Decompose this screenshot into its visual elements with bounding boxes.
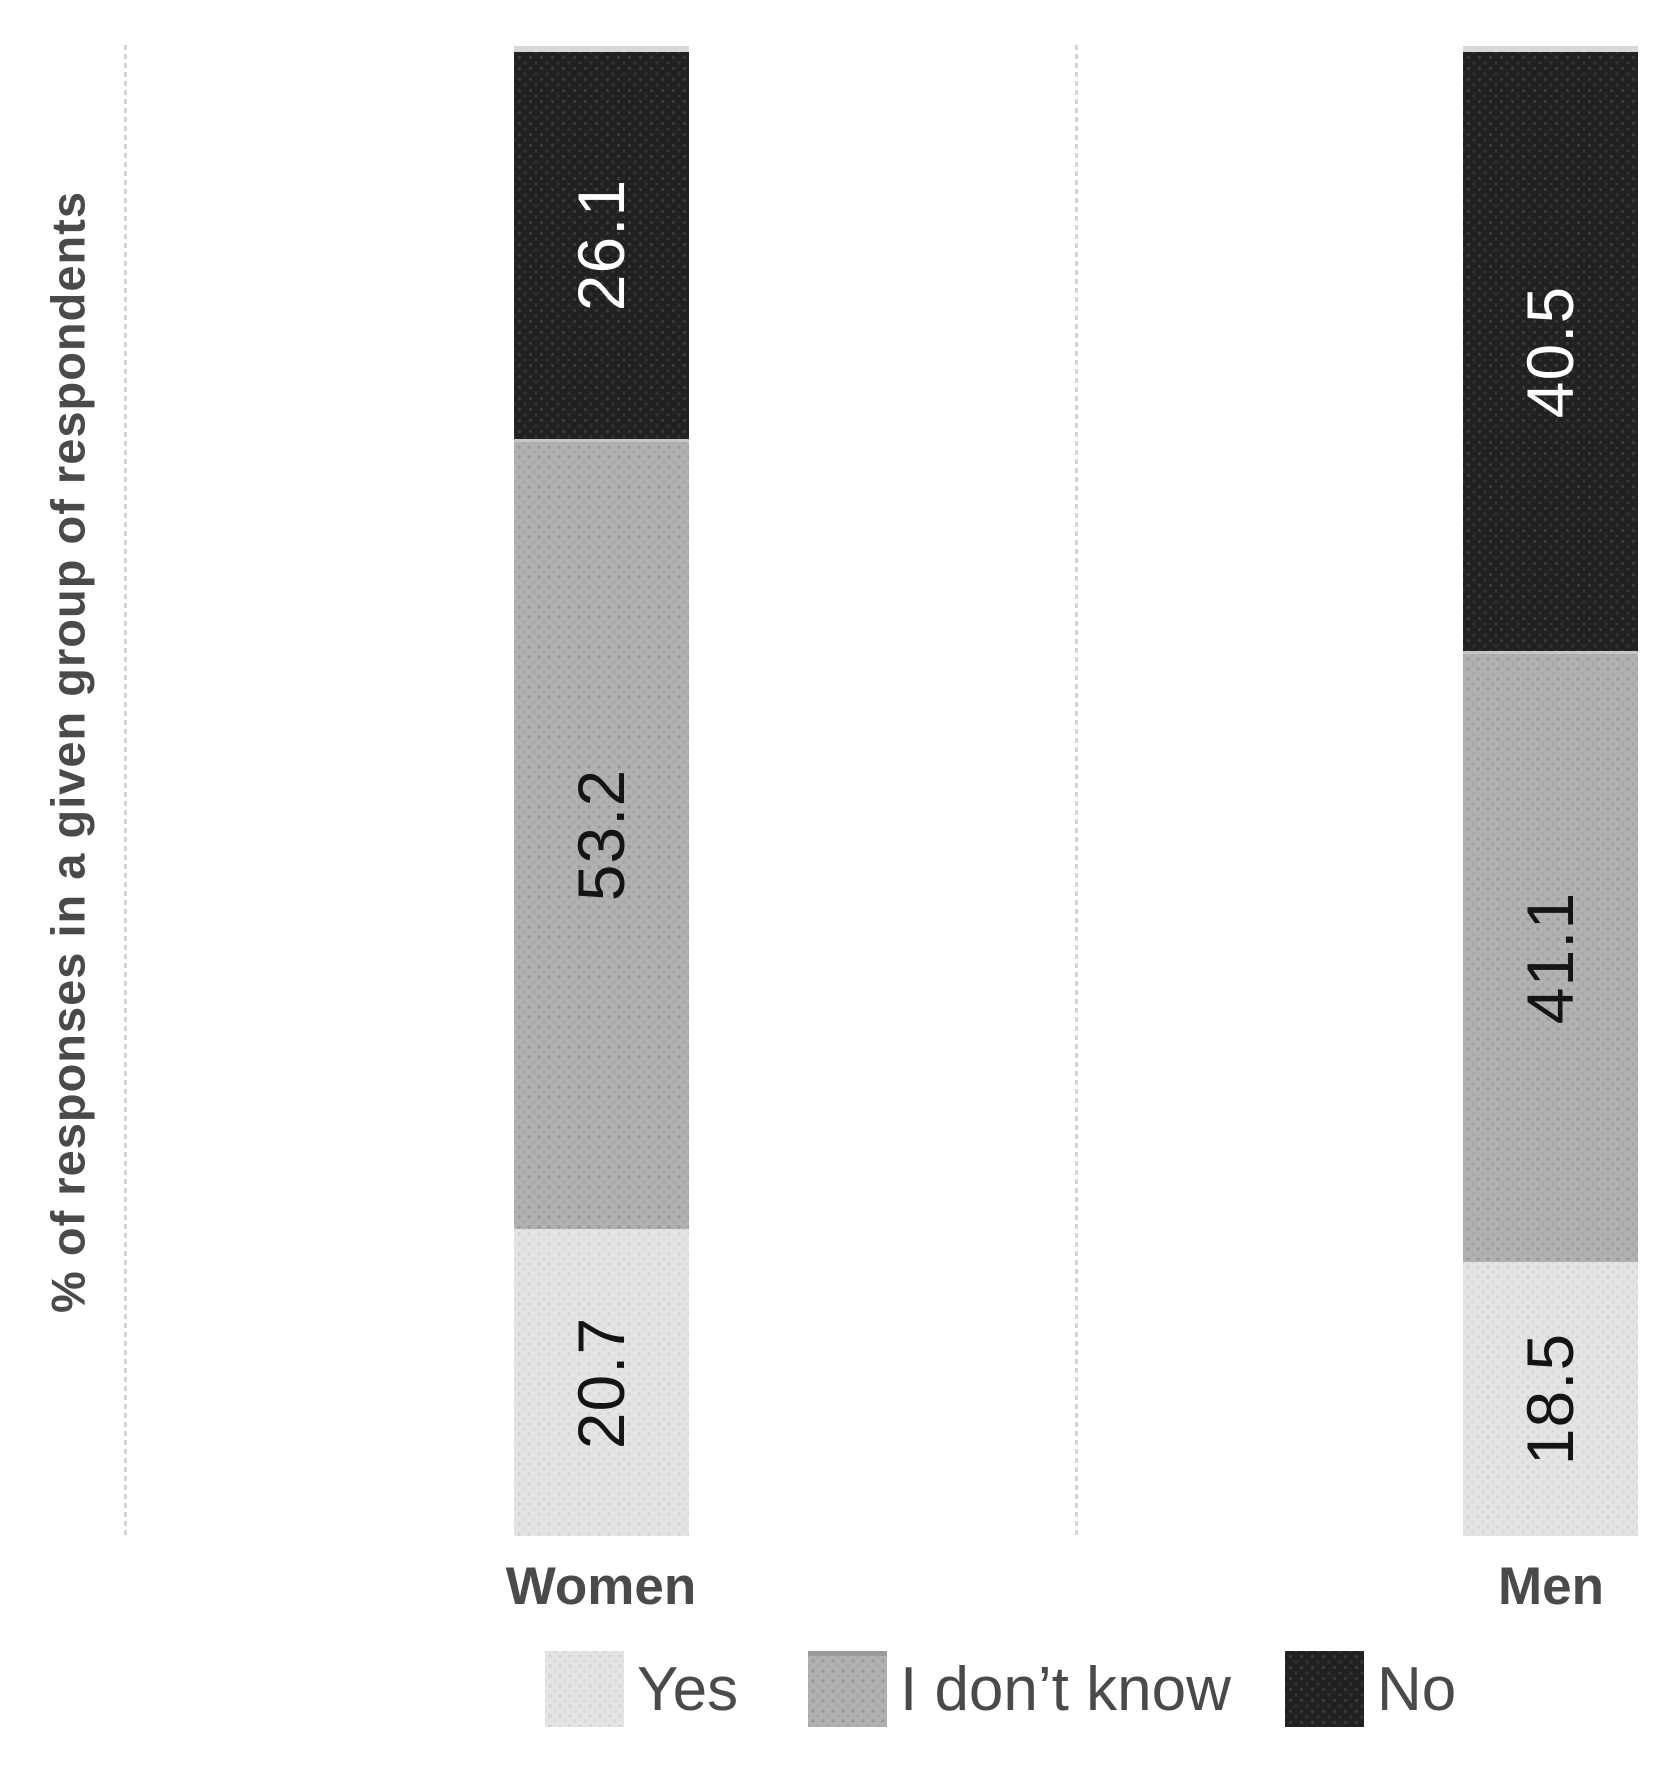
category-label-men: Men [1498, 1557, 1604, 1616]
bar-women: 26.1 53.2 20.7 [514, 46, 689, 1536]
segment-idk-men: 41.1 [1463, 651, 1638, 1263]
segment-value-label: 26.1 [564, 179, 639, 312]
y-axis-label: % of responses in a given group of respo… [41, 191, 95, 1313]
legend-item-no: No [1285, 1650, 1456, 1728]
legend-label-no: No [1377, 1654, 1457, 1724]
legend-item-i-dont-know: I don’t know [808, 1650, 1231, 1728]
axis-line-center [1075, 45, 1078, 1535]
legend-label-yes: Yes [637, 1654, 739, 1724]
segment-no-men: 40.5 [1463, 46, 1638, 652]
legend-item-yes: Yes [545, 1650, 738, 1728]
segment-yes-women: 20.7 [514, 1229, 689, 1536]
legend-label-i-dont-know: I don’t know [900, 1654, 1231, 1724]
segment-idk-women: 53.2 [514, 438, 689, 1230]
bar-men: 40.5 41.1 18.5 [1463, 46, 1638, 1536]
segment-value-label: 53.2 [564, 769, 639, 902]
segment-yes-men: 18.5 [1463, 1262, 1638, 1536]
segment-no-women: 26.1 [514, 46, 689, 439]
segment-value-label: 41.1 [1513, 892, 1588, 1025]
category-label-women: Women [505, 1557, 697, 1616]
segment-value-label: 20.7 [564, 1316, 639, 1449]
segment-value-label: 40.5 [1513, 285, 1588, 418]
segment-value-label: 18.5 [1513, 1332, 1588, 1466]
axis-line-left [124, 45, 127, 1535]
legend-swatch-yes [545, 1651, 624, 1727]
legend-swatch-no [1285, 1651, 1364, 1727]
legend-swatch-i-dont-know [808, 1651, 887, 1727]
